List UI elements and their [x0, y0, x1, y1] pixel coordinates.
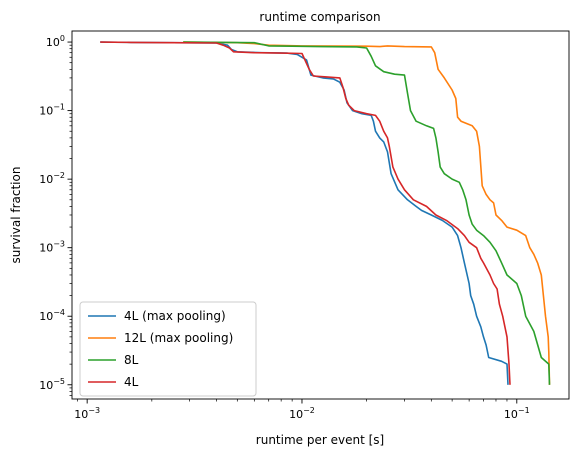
- chart-title: runtime comparison: [259, 10, 380, 24]
- y-tick-label: 10−5: [39, 377, 65, 392]
- y-tick-label: 10−2: [39, 171, 65, 186]
- y-axis: 10−5 10−4 10−3 10−2 10−1 100: [39, 34, 72, 396]
- legend-label: 4L (max pooling): [124, 309, 226, 323]
- legend-label: 12L (max pooling): [124, 331, 233, 345]
- legend-box: [79, 301, 257, 397]
- x-axis-label: runtime per event [s]: [256, 433, 384, 447]
- y-tick-label: 10−1: [39, 103, 65, 118]
- x-tick-label: 10−1: [504, 406, 530, 421]
- legend-label: 4L: [124, 375, 139, 389]
- plot-lines: [100, 41, 551, 385]
- y-tick-label: 10−3: [39, 240, 65, 255]
- y-tick-label: 100: [46, 34, 65, 49]
- series-line-2: [183, 41, 551, 385]
- series-line-4: [100, 41, 511, 385]
- legend-label: 8L: [124, 353, 139, 367]
- series-line-3: [183, 41, 551, 385]
- y-axis-label: survival fraction: [9, 167, 23, 264]
- x-tick-label: 10−3: [74, 406, 100, 421]
- legend: 4L (max pooling) 12L (max pooling) 8L 4L: [79, 301, 257, 397]
- y-tick-label: 10−4: [39, 308, 65, 323]
- x-axis: 10−3 10−2 10−1: [74, 399, 530, 421]
- x-tick-label: 10−2: [289, 406, 315, 421]
